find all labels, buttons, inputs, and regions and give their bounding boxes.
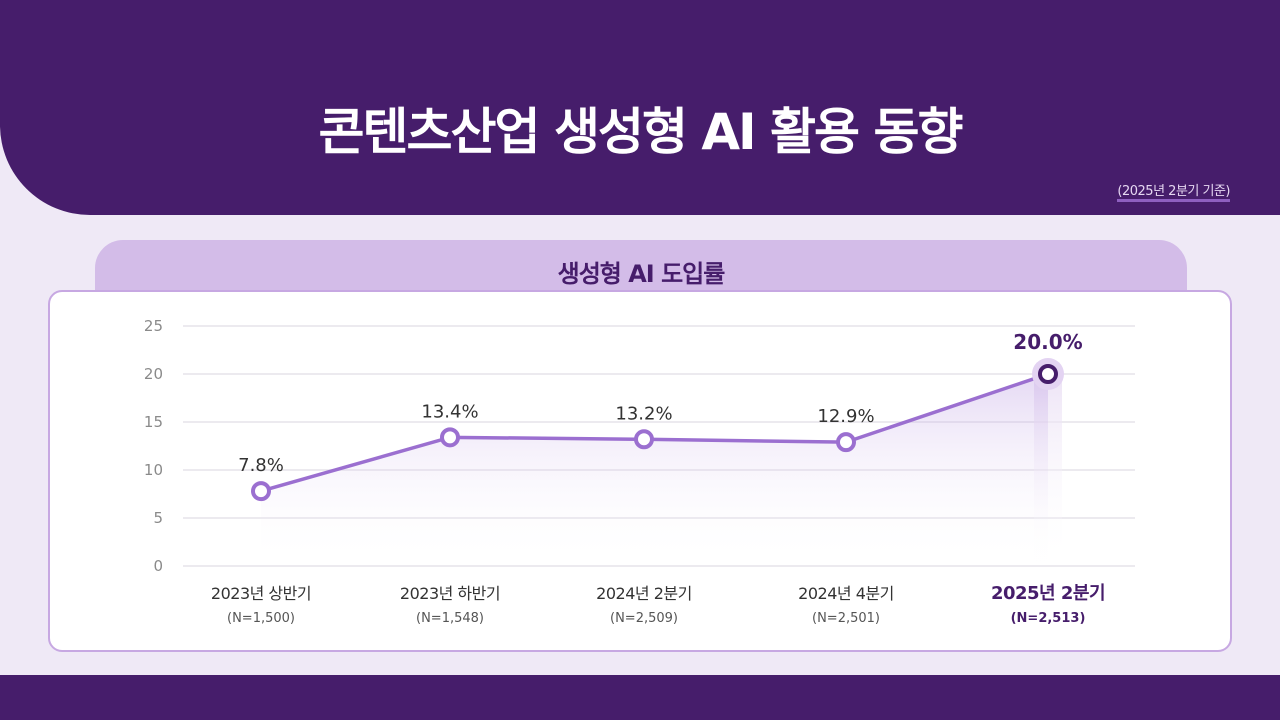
data-label: 7.8% [238,455,284,476]
y-tick-label: 10 [144,461,163,479]
data-label: 13.4% [421,401,478,422]
y-tick-label: 0 [153,557,163,575]
page-title: 콘텐츠산업 생성형 AI 활용 동향 [318,103,964,161]
y-tick-label: 5 [153,509,163,527]
area-fill [261,374,1048,566]
data-point [634,429,654,450]
chart-title: 생성형 AI 도입률 [557,260,726,288]
basis-note: (2025년 2분기 기준) [1117,180,1230,202]
sample-size-label: (N=1,500) [227,611,295,626]
y-tick-label: 25 [144,317,163,335]
y-tick-label: 15 [144,413,163,431]
sample-size-label: (N=1,548) [416,611,484,626]
sample-size-label: (N=2,501) [812,611,880,626]
x-tick-label: 2023년 하반기 [400,584,500,603]
x-tick-label: 2025년 2분기 [991,583,1105,604]
x-tick-label: 2023년 상반기 [211,584,311,603]
sample-size-label: (N=2,509) [610,611,678,626]
data-point [251,481,271,502]
x-tick-label: 2024년 2분기 [596,584,692,603]
data-point [836,432,856,453]
data-label: 13.2% [615,403,672,424]
y-tick-label: 20 [144,365,163,383]
sample-size-label: (N=2,513) [1011,611,1086,626]
header-banner: 콘텐츠산업 생성형 AI 활용 동향 (2025년 2분기 기준) [0,0,1280,215]
footer-bar [0,675,1280,720]
data-point [440,427,460,448]
data-label: 12.9% [817,406,874,427]
data-point [1038,364,1058,384]
data-label: 20.0% [1013,330,1082,354]
x-tick-label: 2024년 4분기 [798,584,894,603]
